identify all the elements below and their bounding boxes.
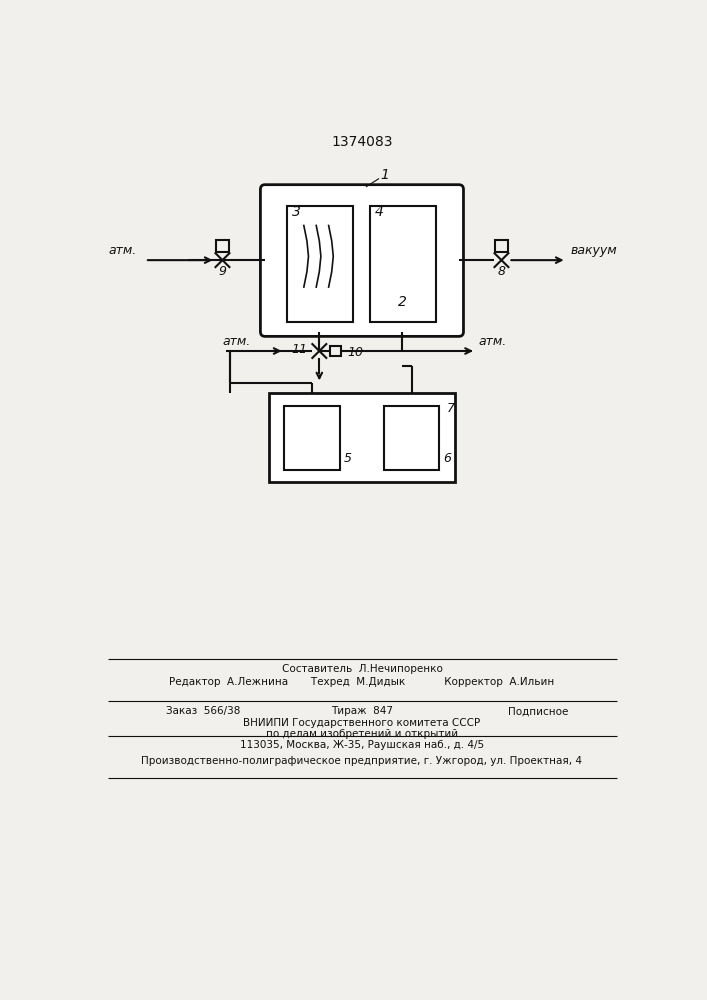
Bar bbox=[269, 393, 455, 482]
Text: атм.: атм. bbox=[109, 244, 137, 257]
Text: Составитель  Л.Нечипоренко: Составитель Л.Нечипоренко bbox=[281, 664, 443, 674]
Text: Тираж  847: Тираж 847 bbox=[331, 706, 393, 716]
Text: ВНИИПИ Государственного комитета СССР: ВНИИПИ Государственного комитета СССР bbox=[243, 718, 481, 728]
Text: Заказ  566/38: Заказ 566/38 bbox=[166, 706, 240, 716]
Text: атм.: атм. bbox=[223, 335, 251, 348]
Text: 3: 3 bbox=[292, 205, 300, 219]
Text: 1374083: 1374083 bbox=[331, 135, 392, 149]
Text: 6: 6 bbox=[443, 452, 451, 465]
Text: 113035, Москва, Ж-35, Раушская наб., д. 4/5: 113035, Москва, Ж-35, Раушская наб., д. … bbox=[240, 740, 484, 750]
Text: 4: 4 bbox=[375, 205, 383, 219]
Text: 10: 10 bbox=[347, 346, 363, 359]
Text: Редактор  А.Лежнина       Техред  М.Дидык            Корректор  А.Ильин: Редактор А.Лежнина Техред М.Дидык Коррек… bbox=[169, 677, 554, 687]
Bar bbox=[287, 206, 353, 322]
Text: 8: 8 bbox=[498, 265, 506, 278]
Text: 9: 9 bbox=[218, 265, 226, 278]
Bar bbox=[384, 406, 440, 470]
Text: 1: 1 bbox=[381, 168, 390, 182]
Bar bbox=[370, 206, 436, 322]
Bar bbox=[495, 240, 508, 252]
Bar bbox=[284, 406, 340, 470]
Text: 5: 5 bbox=[344, 452, 352, 465]
Text: 11: 11 bbox=[291, 343, 307, 356]
Bar bbox=[330, 346, 341, 356]
Text: Подписное: Подписное bbox=[508, 706, 568, 716]
Bar bbox=[216, 240, 228, 252]
Text: 2: 2 bbox=[398, 295, 407, 309]
FancyBboxPatch shape bbox=[260, 185, 464, 336]
Text: вакуум: вакуум bbox=[571, 244, 617, 257]
Text: Производственно-полиграфическое предприятие, г. Ужгород, ул. Проектная, 4: Производственно-полиграфическое предприя… bbox=[141, 756, 583, 766]
Text: атм.: атм. bbox=[478, 335, 506, 348]
Text: 7: 7 bbox=[448, 402, 455, 415]
Text: по делам изобретений и открытий: по делам изобретений и открытий bbox=[266, 729, 458, 739]
